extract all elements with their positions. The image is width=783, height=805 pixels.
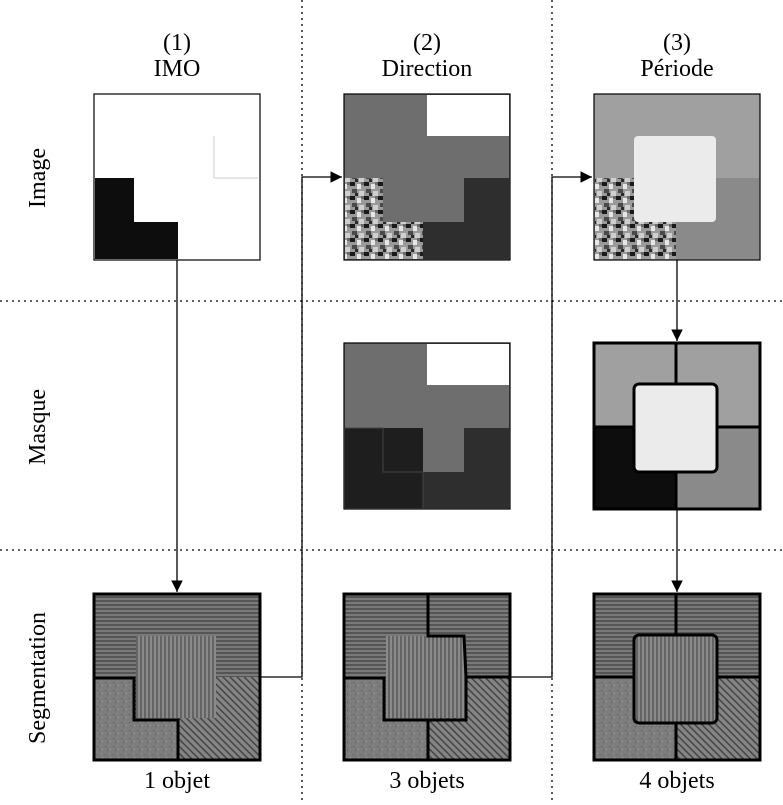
- column-number: (3): [663, 30, 691, 56]
- footer-direction: 3 objets: [389, 768, 465, 794]
- arrow-imo-segmentation-to-direction-image: [260, 171, 342, 678]
- arrow-direction-segmentation-to-periode-image: [510, 171, 592, 678]
- panel-direction-image: [343, 93, 511, 261]
- panel-direction-mask: [343, 342, 511, 510]
- panel-periode-segmentation: [592, 592, 762, 762]
- column-title: Direction: [381, 56, 473, 82]
- footer-imo: 1 objet: [144, 768, 210, 794]
- panel-imo-image: [93, 93, 261, 261]
- panel-periode-mask: [592, 341, 762, 511]
- column-number: (2): [413, 30, 441, 56]
- panel-direction-segmentation: [342, 592, 512, 762]
- column-header-direction: (2) Direction: [337, 30, 517, 82]
- row-label-image: Image: [25, 148, 51, 208]
- row-label-segmentation: Segmentation: [25, 612, 51, 744]
- column-header-periode: (3) Période: [587, 30, 767, 82]
- row-label-masque: Masque: [25, 389, 51, 465]
- panel-imo-segmentation: [92, 592, 262, 762]
- column-title: Période: [640, 56, 714, 82]
- panel-periode-image: [593, 93, 761, 261]
- flow-arrows: [171, 171, 683, 678]
- column-number: (1): [163, 30, 191, 56]
- footer-periode: 4 objets: [639, 768, 715, 794]
- column-header-imo: (1) IMO: [87, 30, 267, 82]
- column-title: IMO: [153, 56, 201, 82]
